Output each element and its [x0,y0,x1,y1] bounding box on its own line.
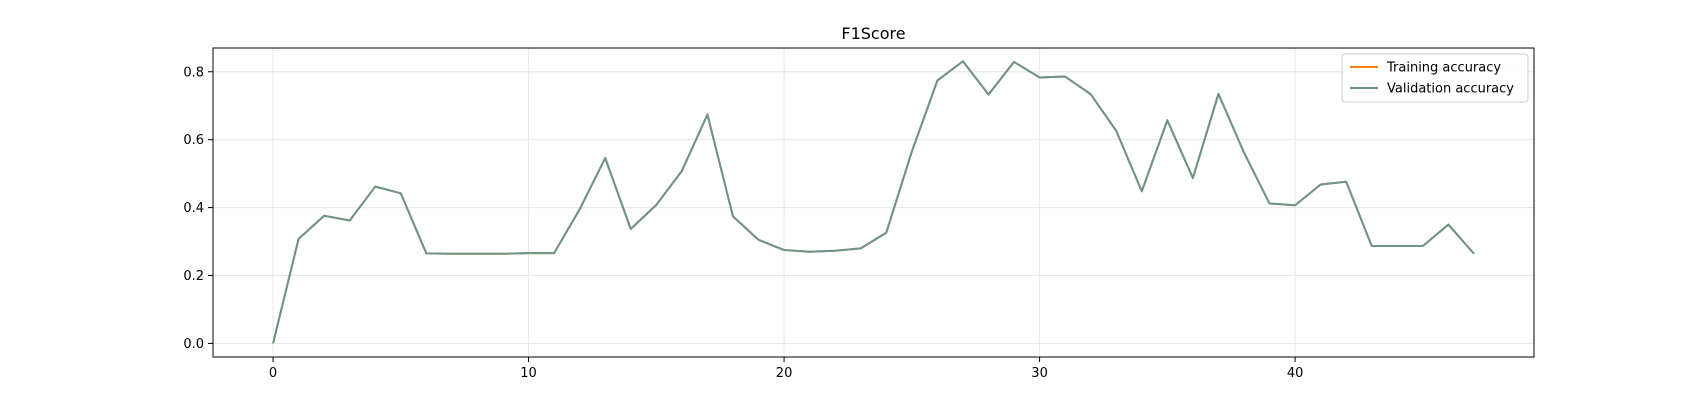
y-tick-label: 0.6 [183,133,204,148]
axes-frame [212,47,1535,358]
y-axis-ticks: 0.0 0.2 0.4 0.6 0.8 [183,65,213,352]
series-line-validation-accuracy [272,60,1475,344]
x-tick-label: 30 [1031,366,1048,381]
x-tick-label: 40 [1287,366,1304,381]
x-tick-label: 0 [269,366,277,381]
grid [213,48,1534,357]
legend-box [1341,53,1529,103]
series-lines [272,60,1475,344]
x-tick-label: 20 [776,366,793,381]
legend: Training accuracy Validation accuracy [1341,53,1529,103]
x-axis-ticks: 0 10 20 30 40 [269,357,1303,381]
y-tick-label: 0.0 [183,337,204,352]
y-tick-label: 0.8 [183,65,204,80]
legend-label: Training accuracy [1386,61,1501,76]
y-tick-label: 0.2 [183,269,204,284]
y-tick-label: 0.4 [183,201,204,216]
x-tick-label: 10 [520,366,537,381]
chart-title: F1Score [841,24,905,43]
legend-label: Validation accuracy [1387,82,1514,97]
